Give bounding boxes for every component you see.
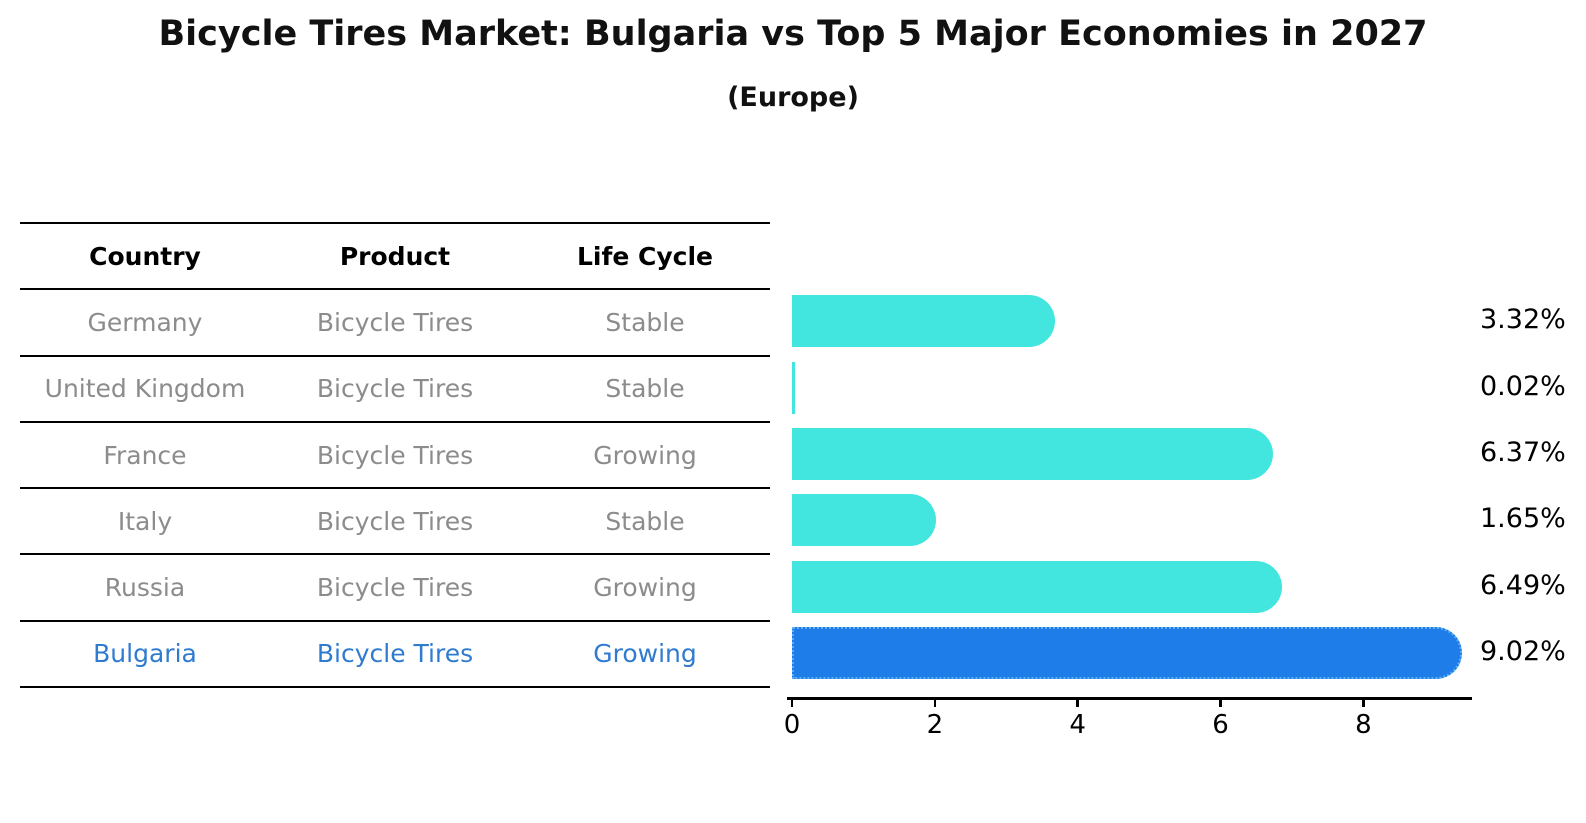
cell-life-cycle: Stable <box>605 506 685 536</box>
x-tick-label-8: 8 <box>1355 710 1372 740</box>
bar-germany <box>792 295 1056 348</box>
table-row-bulgaria: Bulgaria Bicycle Tires Growing <box>20 619 770 686</box>
cell-life-cycle: Growing <box>593 440 697 470</box>
cell-country: Russia <box>104 573 186 603</box>
value-label-france: 6.37% <box>1480 437 1566 469</box>
value-label-united-kingdom: 0.02% <box>1480 370 1566 402</box>
header-cell-life-cycle: Life Cycle <box>576 241 714 271</box>
cell-life-cycle: Stable <box>605 307 685 337</box>
cell-life-cycle: Growing <box>593 573 697 603</box>
data-table: Country Product Life Cycle Germany Bicycl… <box>20 222 770 689</box>
table-row-france: France Bicycle Tires Growing <box>20 420 770 487</box>
value-label-italy: 1.65% <box>1480 503 1566 535</box>
table-row-germany: Germany Bicycle Tires Stable <box>20 288 770 354</box>
table-row-russia: Russia Bicycle Tires Growing <box>20 553 770 619</box>
x-tick-mark-8 <box>1362 698 1365 707</box>
value-label-russia: 6.49% <box>1480 569 1566 601</box>
bar-france <box>792 428 1273 481</box>
cell-country: France <box>103 440 187 470</box>
bar-russia <box>792 560 1282 613</box>
cell-life-cycle: Growing <box>593 639 697 669</box>
value-label-bulgaria: 9.02% <box>1480 635 1566 667</box>
bar-united-kingdom <box>792 361 795 414</box>
x-tick-label-0: 0 <box>783 710 801 740</box>
x-tick-label-2: 2 <box>926 710 944 740</box>
cell-life-cycle: Stable <box>605 374 685 404</box>
table-body: Germany Bicycle Tires Stable United Kingdom… <box>20 288 770 686</box>
table-row-italy: Italy Bicycle Tires Stable <box>20 487 770 553</box>
cell-country: Bulgaria <box>93 639 197 669</box>
x-tick-mark-2 <box>933 698 937 707</box>
bar-bulgaria <box>792 626 1463 679</box>
x-axis-line <box>787 696 1472 700</box>
x-tick-mark-0 <box>790 698 794 707</box>
chart-subtitle: (Europe) <box>727 82 859 113</box>
table-row-united-kingdom: United Kingdom Bicycle Tires Stable <box>20 354 770 421</box>
cell-country: Italy <box>117 506 173 536</box>
chart-title: Bicycle Tires Market: Bulgaria vs Top 5 … <box>158 14 1428 54</box>
bar-italy <box>792 494 936 547</box>
value-label-germany: 3.32% <box>1480 304 1566 336</box>
cell-product: Bicycle Tires <box>316 639 474 669</box>
x-tick-mark-6 <box>1219 698 1222 707</box>
cell-product: Bicycle Tires <box>316 440 474 470</box>
x-tick-label-6: 6 <box>1212 710 1229 740</box>
x-tick-mark-4 <box>1076 698 1079 707</box>
x-tick-label-4: 4 <box>1069 710 1086 740</box>
cell-country: United Kingdom <box>44 374 246 404</box>
cell-product: Bicycle Tires <box>316 307 474 337</box>
cell-product: Bicycle Tires <box>316 573 474 603</box>
header-cell-product: Product <box>339 241 451 271</box>
table-header-row: Country Product Life Cycle <box>20 222 770 288</box>
header-cell-country: Country <box>89 241 201 271</box>
cell-product: Bicycle Tires <box>316 506 474 536</box>
cell-product: Bicycle Tires <box>316 374 474 404</box>
cell-country: Germany <box>87 307 203 337</box>
